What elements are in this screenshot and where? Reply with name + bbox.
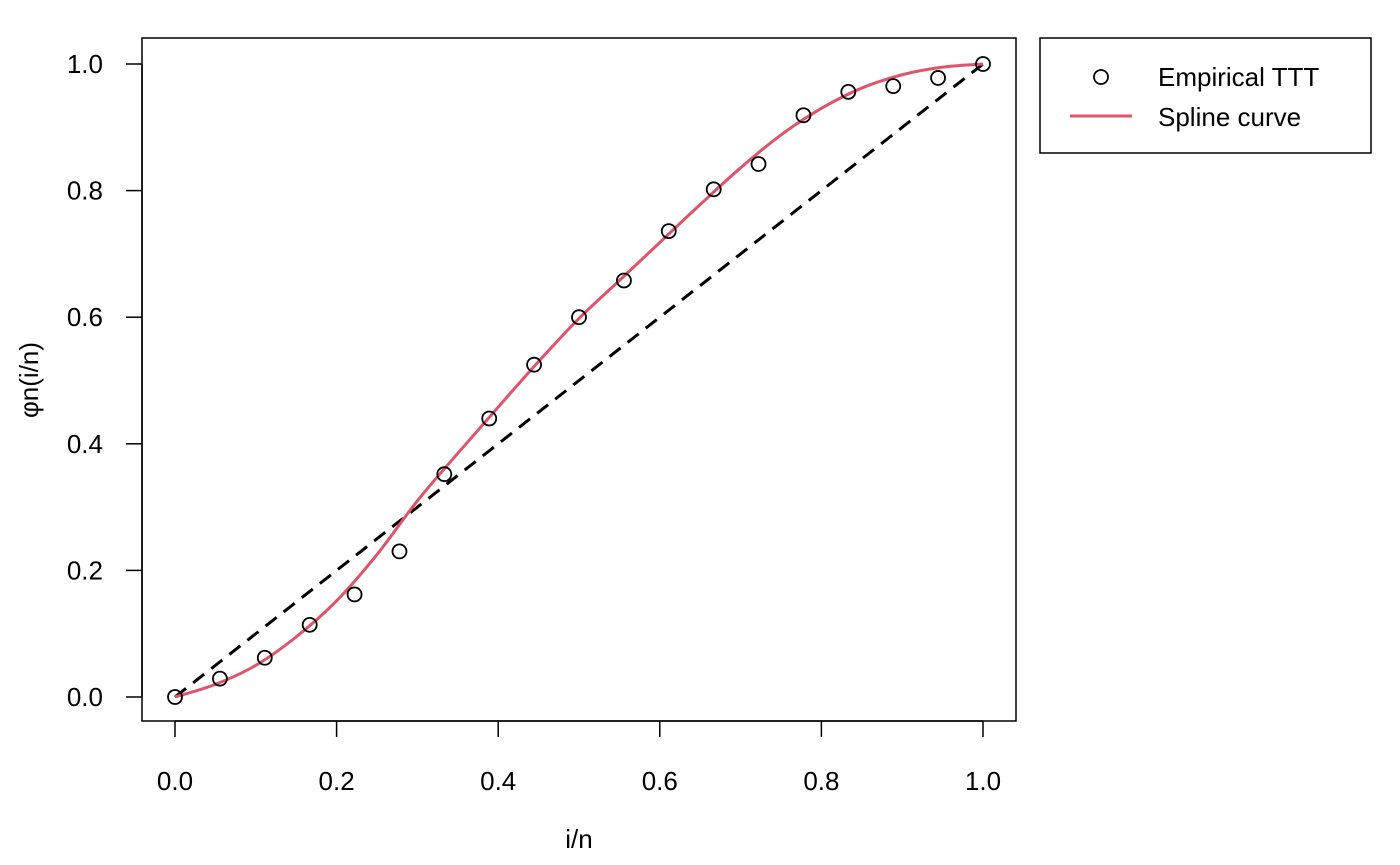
y-axis: 0.0 0.2 0.4 0.6 0.8 1.0 — [67, 49, 143, 712]
x-tick-label: 0.6 — [642, 766, 678, 796]
y-axis-label: φn(i/n) — [14, 342, 44, 418]
x-axis-label: i/n — [565, 824, 592, 854]
empirical-ttt-point — [660, 223, 677, 240]
legend-box — [1039, 37, 1372, 154]
legend-marker-empirical-ttt — [1093, 69, 1109, 85]
y-tick-label: 1.0 — [67, 49, 103, 79]
empirical-ttt-point — [526, 356, 542, 373]
empirical-ttt-point — [840, 83, 857, 100]
legend: Empirical TTT Spline curve — [1039, 37, 1372, 154]
x-axis: 0.0 0.2 0.4 0.6 0.8 1.0 — [157, 720, 1001, 796]
empirical-ttt-point — [212, 670, 228, 687]
empirical-ttt-point — [795, 107, 812, 124]
empirical-ttt-point — [571, 309, 587, 326]
y-tick-label: 0.8 — [67, 176, 103, 206]
empirical-ttt-point — [750, 156, 767, 172]
legend-label-spline-curve: Spline curve — [1158, 102, 1301, 132]
legend-label-empirical-ttt: Empirical TTT — [1158, 62, 1319, 92]
empirical-ttt-point — [705, 181, 722, 198]
spline-curve-series — [174, 62, 984, 699]
x-tick-label: 0.2 — [319, 766, 355, 796]
empirical-ttt-point — [930, 70, 946, 86]
y-tick-label: 0.0 — [67, 682, 103, 712]
empirical-ttt-point — [167, 689, 183, 705]
x-tick-label: 0.0 — [157, 766, 193, 796]
empirical-ttt-point — [346, 586, 363, 603]
x-tick-label: 0.4 — [480, 766, 516, 796]
reference-line — [174, 62, 984, 699]
empirical-ttt-point — [885, 78, 902, 95]
y-tick-label: 0.4 — [67, 429, 103, 459]
x-tick-label: 1.0 — [965, 766, 1001, 796]
empirical-ttt-point — [481, 410, 498, 427]
empirical-ttt-point — [975, 56, 991, 72]
x-tick-label: 0.8 — [803, 766, 839, 796]
y-tick-label: 0.2 — [67, 555, 103, 585]
empirical-ttt-series — [167, 56, 991, 705]
empirical-ttt-point — [616, 272, 632, 289]
reference-diagonal-line — [174, 62, 984, 699]
empirical-ttt-point — [436, 466, 453, 483]
empirical-ttt-point — [391, 543, 408, 560]
empirical-ttt-point — [301, 616, 318, 633]
spline-curve-line — [174, 62, 984, 699]
empirical-ttt-point — [256, 649, 273, 666]
y-tick-label: 0.6 — [67, 302, 103, 332]
